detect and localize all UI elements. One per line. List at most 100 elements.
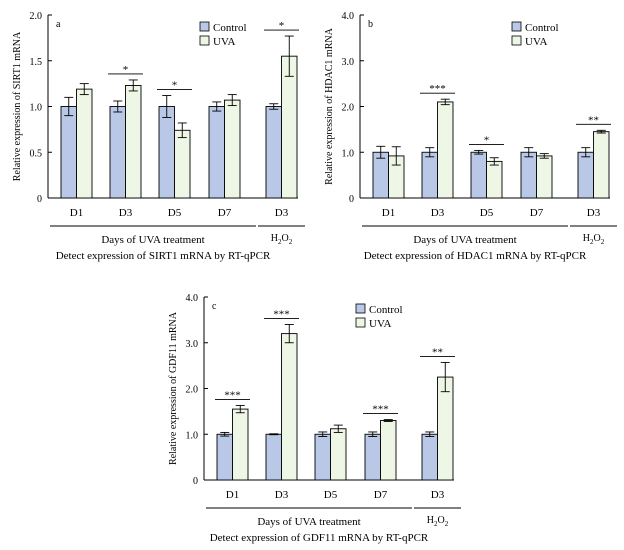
bar-control [372, 151, 389, 199]
bar-uva [281, 333, 298, 481]
x-tick-label: D5 [480, 207, 494, 219]
legend-swatch-control [199, 21, 210, 32]
bar-uva [281, 55, 298, 199]
significance-marker: *** [224, 389, 241, 401]
legend-label-control: Control [525, 22, 559, 34]
legend-swatch-uva [199, 35, 210, 46]
bar-uva [330, 428, 347, 481]
h2o2-label: H2O2 [427, 515, 449, 528]
h2o2-part: O [438, 515, 445, 526]
bar-uva [224, 99, 241, 199]
bar-control [109, 106, 126, 199]
y-tick-label: 4.0 [186, 293, 199, 304]
x-tick-label: D1 [70, 207, 83, 219]
bar-control [208, 106, 225, 199]
x-tick-label: D3 [275, 207, 289, 219]
legend-label-uva: UVA [213, 36, 235, 48]
significance-marker: ** [588, 114, 599, 126]
bar-control [520, 151, 537, 199]
x-tick-label: D7 [218, 207, 232, 219]
legend-label-control: Control [213, 22, 247, 34]
h2o2-part: H [583, 233, 590, 244]
h2o2-part: 2 [278, 238, 282, 246]
x-tick-label: D3 [119, 207, 133, 219]
bar-control [421, 151, 438, 199]
chart-caption: Detect expression of GDF11 mRNA by RT-qP… [210, 532, 429, 544]
legend-label-uva: UVA [525, 36, 547, 48]
legend-swatch-control [511, 21, 522, 32]
bar-control [364, 433, 381, 481]
y-tick-label: 2.0 [342, 103, 355, 114]
significance-marker: *** [372, 404, 389, 416]
chart-caption: Detect expression of SIRT1 mRNA by RT-qP… [56, 250, 271, 262]
bar-control [421, 433, 438, 481]
y-tick-label: 3.0 [342, 57, 355, 68]
x-tick-label: D3 [275, 489, 289, 501]
bar-uva [486, 160, 503, 199]
group-label: Days of UVA treatment [257, 516, 360, 528]
significance-marker: * [484, 134, 490, 146]
significance-marker: * [279, 20, 285, 32]
bar-control [577, 151, 594, 199]
bar-uva [174, 129, 191, 199]
group-label: Days of UVA treatment [413, 234, 516, 246]
bar-uva [380, 420, 397, 481]
y-tick-label: 1.0 [342, 148, 355, 159]
y-tick-label: 0.5 [30, 148, 43, 159]
y-tick-label: 2.0 [186, 385, 199, 396]
bar-control [216, 433, 233, 481]
y-tick-label: 1.0 [186, 430, 199, 441]
bar-uva [437, 101, 454, 199]
gdf11-chart: 0 1.0 2.0 3.0 4.0 Relative expression of GDF1… [168, 293, 461, 544]
x-tick-label: D7 [374, 489, 388, 501]
bar-control [265, 106, 282, 199]
h2o2-part: 2 [601, 238, 605, 246]
legend-label-control: Control [369, 304, 403, 316]
legend-swatch-uva [511, 35, 522, 46]
x-tick-label: D5 [324, 489, 338, 501]
significance-marker: * [172, 80, 178, 92]
bar-uva [593, 131, 610, 199]
h2o2-part: H [427, 515, 434, 526]
chart-caption: Detect expression of HDAC1 mRNA by RT-qP… [364, 250, 587, 262]
x-tick-label: D1 [226, 489, 239, 501]
h2o2-part: H [271, 233, 278, 244]
y-axis-label: Relative expression of SIRT1 mRNA [12, 31, 23, 181]
bar-uva [536, 155, 553, 199]
legend-label-uva: UVA [369, 318, 391, 330]
panel-letter: c [212, 301, 217, 312]
group-label: Days of UVA treatment [101, 234, 204, 246]
bar-uva [437, 376, 454, 481]
bar-control [470, 151, 487, 199]
y-tick-label: 1.0 [30, 103, 43, 114]
x-tick-label: D1 [382, 207, 395, 219]
y-tick-label: 0 [37, 194, 42, 205]
x-tick-label: D7 [530, 207, 544, 219]
h2o2-part: O [594, 233, 601, 244]
h2o2-part: 2 [434, 520, 438, 528]
bar-control [314, 433, 331, 481]
significance-marker: *** [273, 308, 290, 320]
bar-uva [232, 408, 249, 481]
bar-control [158, 106, 175, 199]
h2o2-part: O [282, 233, 289, 244]
h2o2-label: H2O2 [271, 233, 293, 246]
x-tick-label: D3 [431, 207, 445, 219]
x-tick-label: D3 [431, 489, 445, 501]
bar-control [265, 433, 282, 481]
legend-swatch-control [355, 303, 366, 314]
legend-swatch-uva [355, 317, 366, 328]
y-tick-label: 4.0 [342, 11, 355, 22]
bar-uva [125, 85, 142, 199]
panel-letter: a [56, 19, 61, 30]
h2o2-part: 2 [289, 238, 293, 246]
significance-marker: * [123, 64, 129, 76]
y-tick-label: 0 [349, 194, 354, 205]
h2o2-part: 2 [590, 238, 594, 246]
bar-control [60, 106, 77, 199]
y-tick-label: 1.5 [30, 57, 43, 68]
y-axis-label: Relative expression of HDAC1 mRNA [324, 27, 335, 184]
x-tick-label: D3 [587, 207, 601, 219]
significance-marker: ** [432, 346, 443, 358]
x-tick-label: D5 [168, 207, 182, 219]
